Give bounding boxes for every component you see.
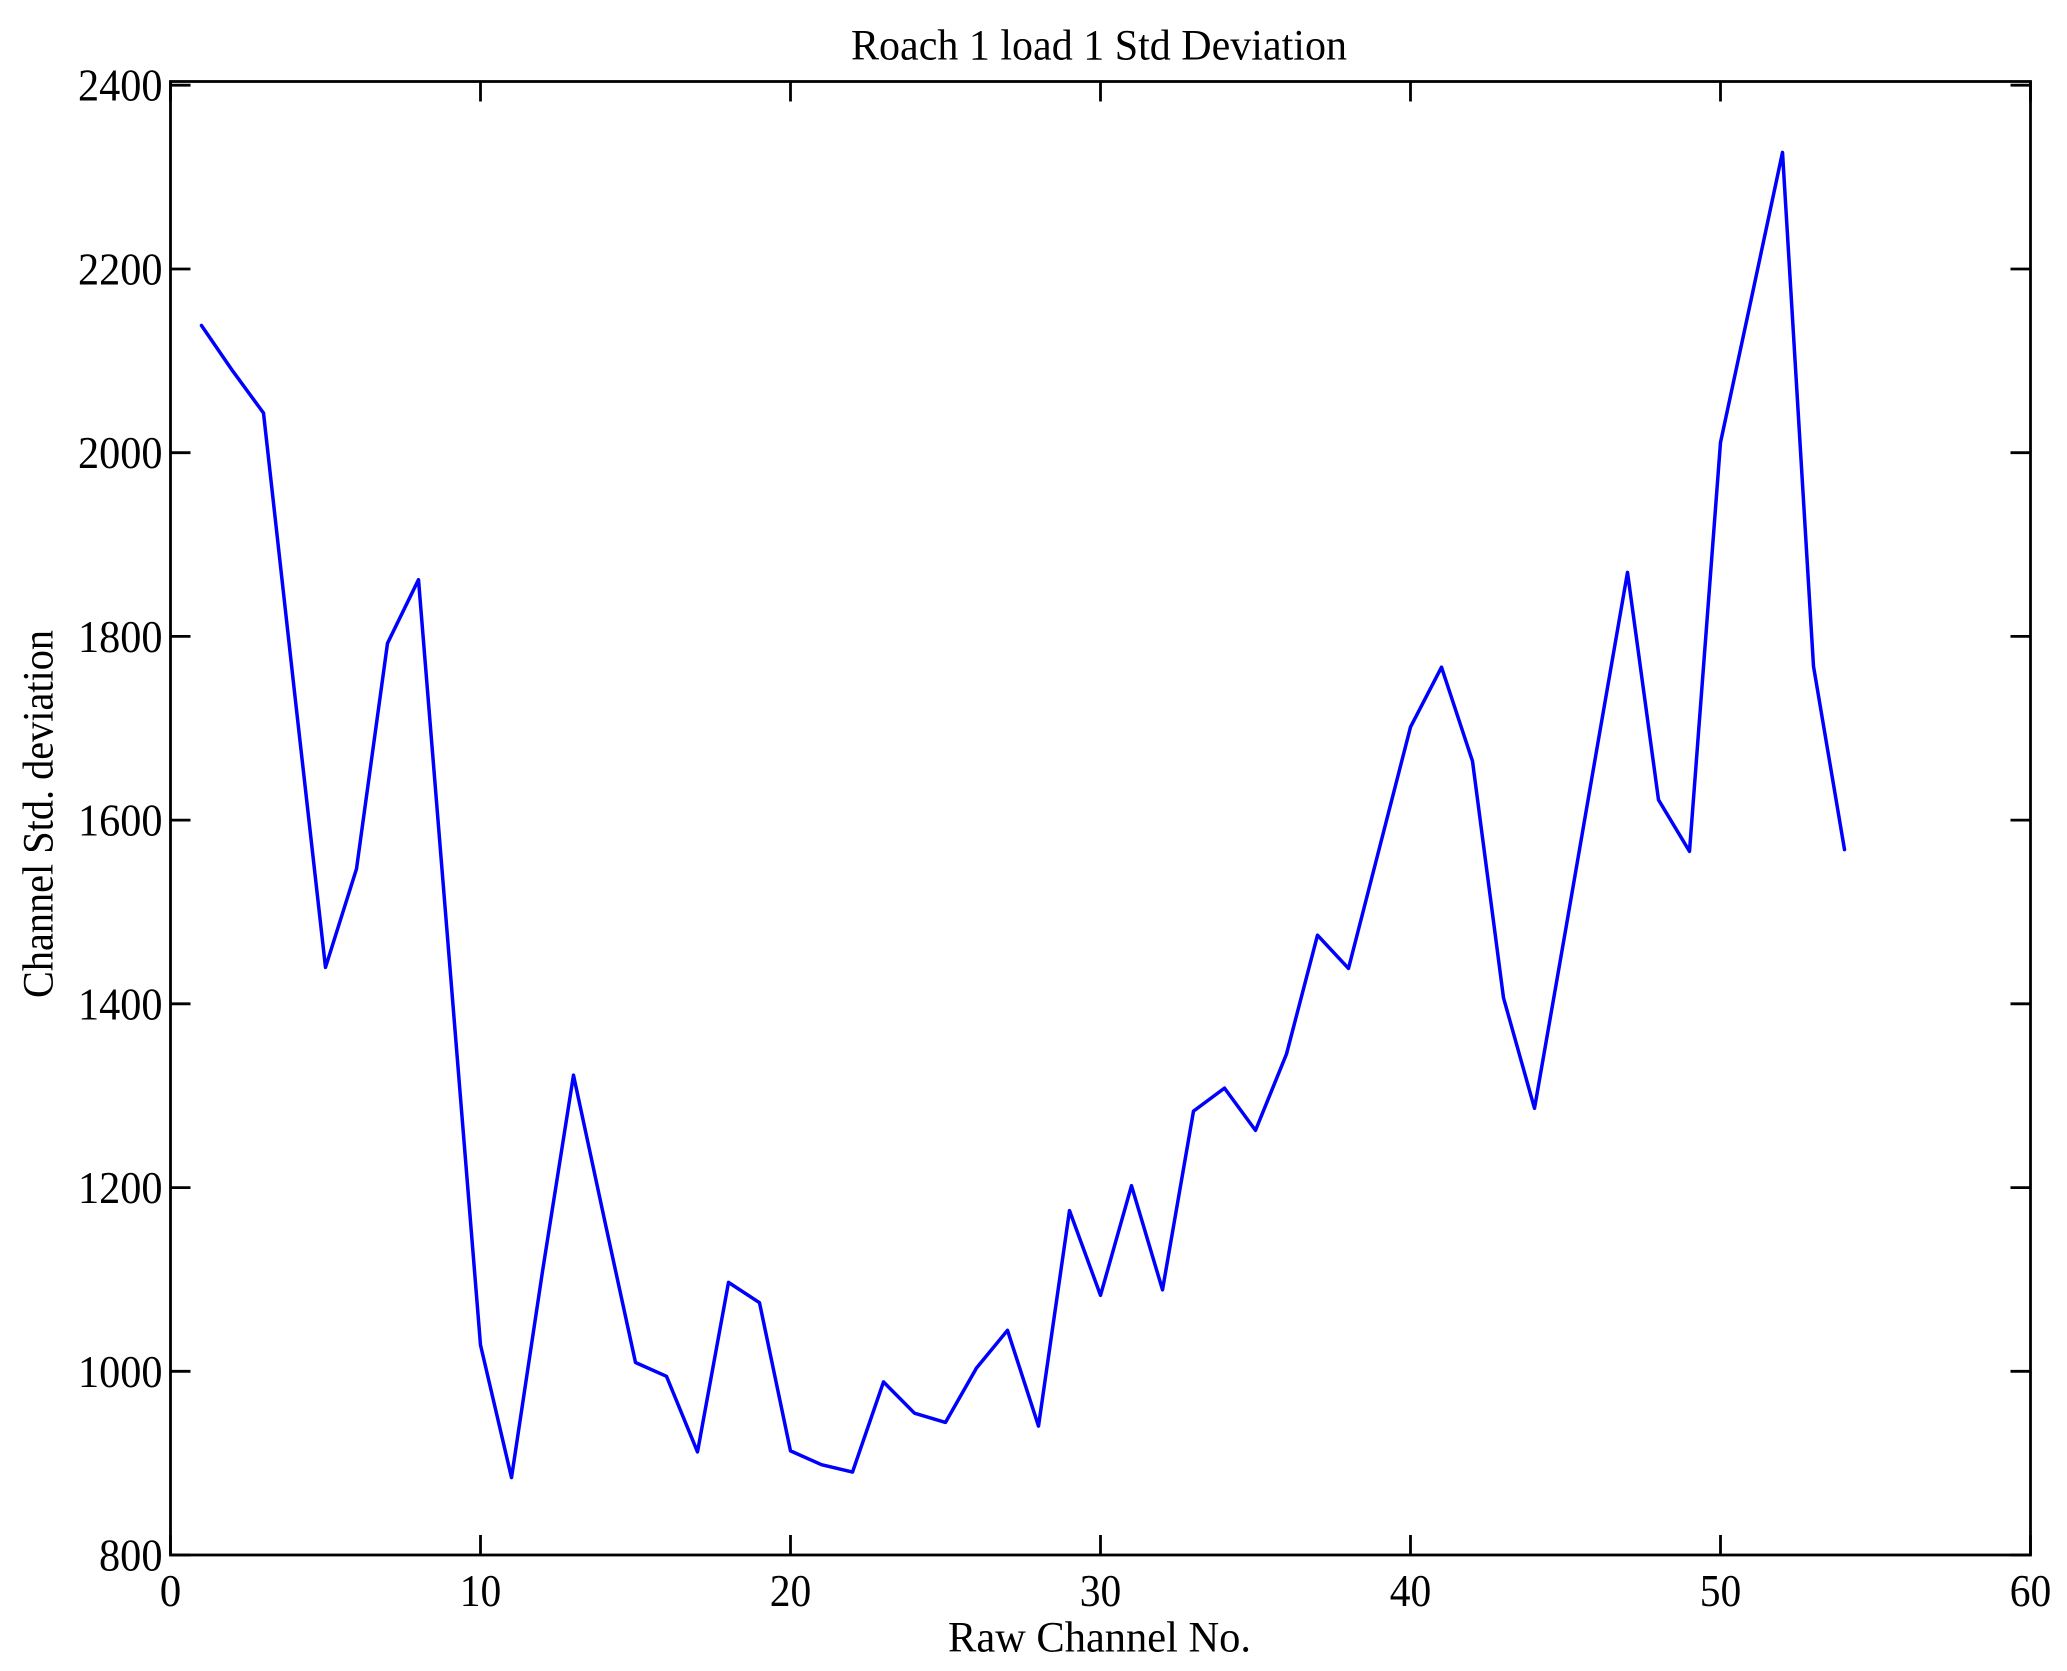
svg-text:30: 30 [1080, 1565, 1122, 1616]
svg-text:1600: 1600 [78, 795, 163, 846]
svg-text:Channel Std. deviation: Channel Std. deviation [15, 630, 63, 998]
svg-text:1800: 1800 [78, 611, 163, 662]
svg-text:1400: 1400 [78, 978, 163, 1029]
svg-text:2000: 2000 [78, 427, 163, 478]
svg-text:40: 40 [1390, 1565, 1432, 1616]
svg-text:10: 10 [460, 1565, 502, 1616]
svg-text:50: 50 [1700, 1565, 1742, 1616]
svg-text:0: 0 [160, 1565, 182, 1616]
svg-text:1000: 1000 [78, 1346, 163, 1397]
svg-text:800: 800 [99, 1530, 163, 1581]
svg-text:2400: 2400 [78, 60, 163, 111]
svg-text:1200: 1200 [78, 1162, 163, 1213]
svg-text:60: 60 [2010, 1565, 2052, 1616]
svg-text:Raw Channel No.: Raw Channel No. [948, 1615, 1251, 1662]
svg-text:2200: 2200 [78, 244, 163, 295]
svg-text:Roach 1 load 1 Std Deviation: Roach 1 load 1 Std Deviation [851, 23, 1347, 70]
svg-text:20: 20 [770, 1565, 812, 1616]
